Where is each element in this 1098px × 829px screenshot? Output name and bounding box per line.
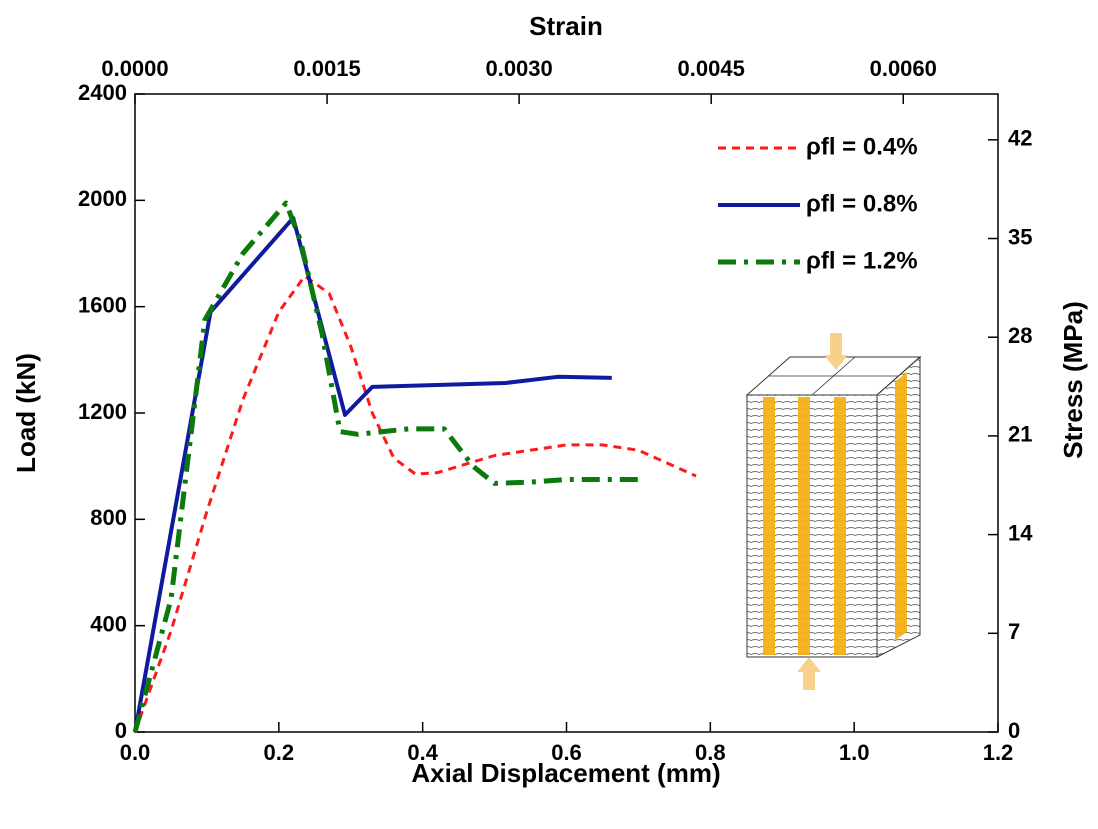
y2-tick-label: 7 <box>1008 619 1020 644</box>
y-tick-label: 1200 <box>78 399 127 424</box>
x2-tick-label: 0.0060 <box>870 56 937 81</box>
inset-specimen <box>745 333 922 690</box>
x-tick-label: 0.2 <box>264 740 295 765</box>
x-tick-label: 1.2 <box>983 740 1014 765</box>
x-tick-label: 1.0 <box>839 740 870 765</box>
y-tick-label: 2400 <box>78 80 127 105</box>
x2-tick-label: 0.0045 <box>678 56 745 81</box>
y2-tick-label: 0 <box>1008 718 1020 743</box>
x2-tick-label: 0.0000 <box>101 56 168 81</box>
y2-tick-label: 14 <box>1008 520 1033 545</box>
x-tick-label: 0.6 <box>551 740 582 765</box>
x2-tick-label: 0.0015 <box>293 56 360 81</box>
x-tick-label: 0.0 <box>120 740 151 765</box>
y2-tick-label: 42 <box>1008 126 1032 151</box>
legend-label: ρfl = 0.8% <box>806 190 918 217</box>
y2-tick-label: 21 <box>1008 422 1032 447</box>
series-line <box>133 215 612 733</box>
y-axis-title: Load (kN) <box>11 353 41 473</box>
legend-label: ρfl = 0.4% <box>806 133 918 160</box>
y-tick-label: 0 <box>115 718 127 743</box>
y2-tick-label: 35 <box>1008 224 1032 249</box>
y-tick-label: 400 <box>90 611 127 636</box>
legend-label: ρfl = 1.2% <box>806 247 918 274</box>
x-tick-label: 0.8 <box>695 740 726 765</box>
series-line <box>132 200 639 733</box>
y2-tick-label: 28 <box>1008 323 1032 348</box>
y2-axis-title: Stress (MPa) <box>1058 301 1088 459</box>
y-tick-label: 1600 <box>78 292 127 317</box>
y-tick-label: 2000 <box>78 186 127 211</box>
x-tick-label: 0.4 <box>407 740 438 765</box>
series-line <box>133 274 697 733</box>
x2-axis-title: Strain <box>529 11 603 41</box>
x2-tick-label: 0.0030 <box>485 56 552 81</box>
x-axis-title: Axial Displacement (mm) <box>411 758 720 788</box>
y-tick-label: 800 <box>90 505 127 530</box>
